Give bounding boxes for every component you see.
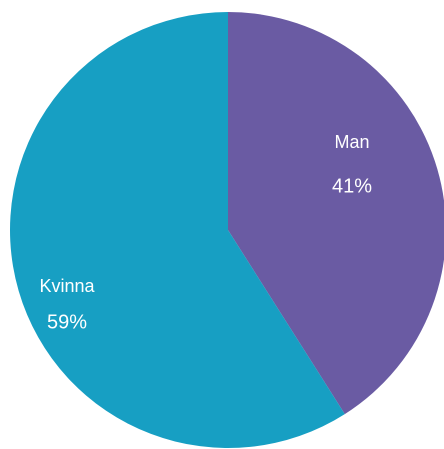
data-label: 41%	[332, 175, 372, 197]
slice-name: Kvinna	[39, 276, 95, 296]
pie-slice	[9, 12, 345, 449]
data-label: 59%	[47, 311, 87, 333]
pie-slice	[228, 12, 444, 415]
slice-name: Man	[334, 132, 369, 152]
